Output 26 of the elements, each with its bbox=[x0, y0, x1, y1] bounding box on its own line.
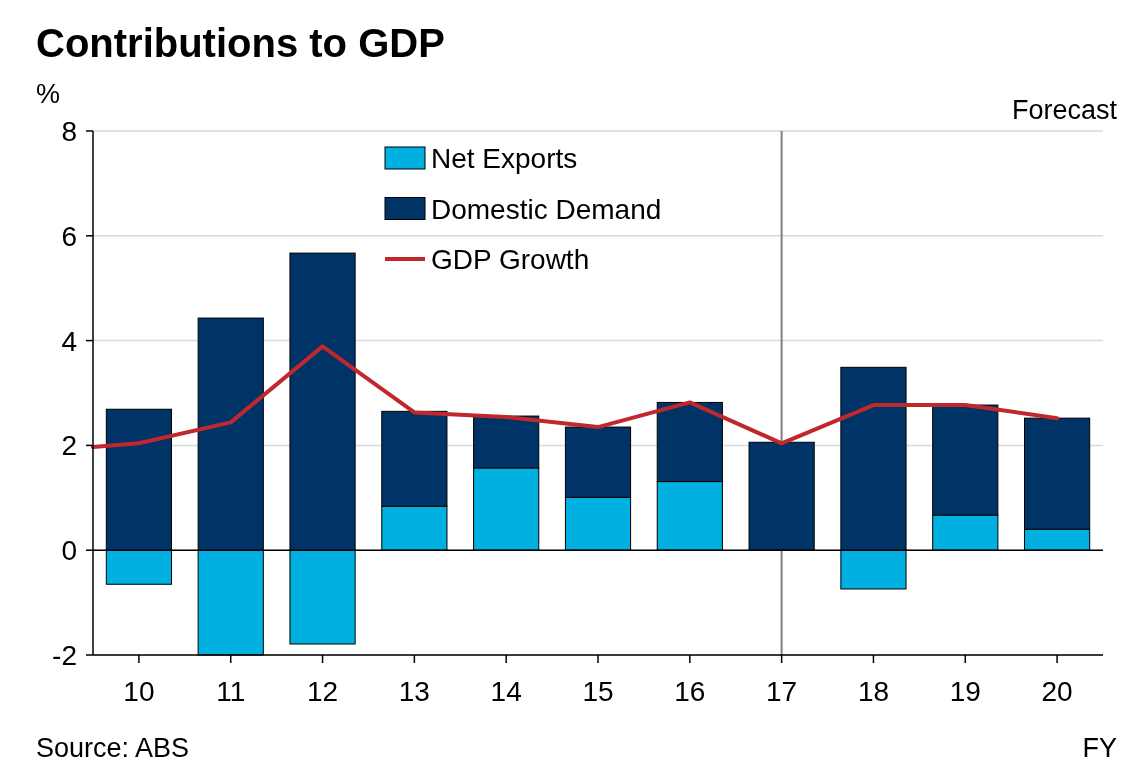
x-axis-title: FY bbox=[1082, 733, 1117, 763]
y-tick-label: -2 bbox=[52, 640, 77, 671]
y-tick-label: 2 bbox=[61, 430, 77, 462]
x-tick-label: 11 bbox=[216, 676, 246, 707]
legend-label: Domestic Demand bbox=[431, 193, 662, 225]
x-tick-label: 12 bbox=[306, 676, 339, 707]
legend-label: GDP Growth bbox=[431, 244, 590, 275]
x-tick-label: 10 bbox=[123, 676, 155, 707]
y-tick-label: 8 bbox=[61, 116, 77, 147]
x-tick-label: 18 bbox=[857, 676, 890, 707]
x-tick-label: 19 bbox=[949, 676, 981, 707]
x-tick-label: 16 bbox=[674, 676, 706, 707]
x-tick-label: 13 bbox=[398, 676, 430, 707]
x-tick-label: 17 bbox=[766, 676, 798, 707]
legend-label: Net Exports bbox=[431, 143, 578, 174]
x-tick-label: 14 bbox=[490, 676, 522, 707]
source-note: Source: ABS bbox=[36, 733, 190, 763]
x-tick-label: 15 bbox=[582, 676, 614, 707]
chart-title: Contributions to GDP bbox=[36, 21, 445, 65]
y-tick-label: 6 bbox=[61, 220, 77, 252]
y-axis-title: % bbox=[36, 79, 61, 109]
text: Forecast bbox=[1011, 95, 1118, 125]
y-tick-label: 4 bbox=[61, 325, 77, 357]
x-tick-label: 20 bbox=[1041, 676, 1073, 707]
line-series bbox=[91, 344, 1060, 449]
y-tick-label: 0 bbox=[61, 535, 77, 567]
